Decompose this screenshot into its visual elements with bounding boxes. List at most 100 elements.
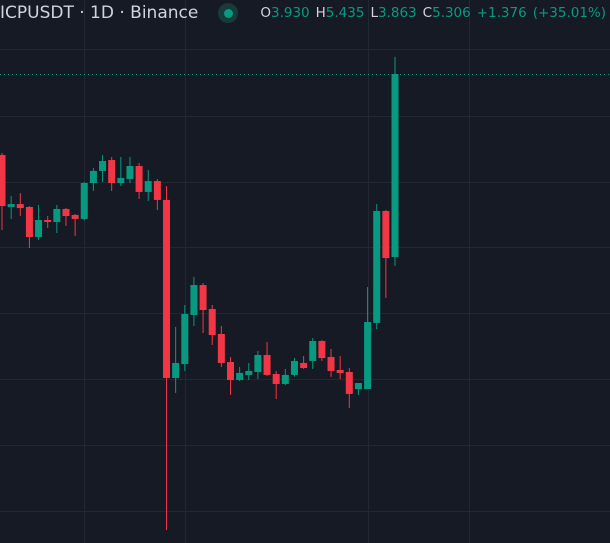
candle[interactable]: [190, 276, 198, 326]
candle-body: [163, 199, 171, 378]
candle[interactable]: [117, 156, 125, 186]
candle-body: [117, 177, 125, 184]
candle[interactable]: [236, 366, 244, 382]
candle-body: [16, 204, 24, 209]
candle[interactable]: [62, 208, 70, 226]
candle[interactable]: [290, 358, 298, 377]
candle-body: [300, 362, 308, 369]
candle[interactable]: [364, 287, 372, 390]
candle-body: [199, 285, 207, 311]
candle[interactable]: [327, 349, 335, 377]
change-value: +1.376: [476, 5, 527, 21]
candle[interactable]: [354, 383, 362, 396]
candle[interactable]: [272, 370, 280, 399]
candle-body: [226, 362, 234, 380]
candle[interactable]: [245, 362, 253, 380]
candle[interactable]: [300, 356, 308, 369]
candle-body: [108, 160, 116, 184]
candle-body: [318, 341, 326, 359]
candle[interactable]: [71, 214, 79, 236]
candle-body: [373, 210, 381, 323]
candle[interactable]: [25, 206, 33, 248]
candle[interactable]: [172, 326, 180, 394]
candle[interactable]: [345, 368, 353, 409]
candle[interactable]: [108, 156, 116, 192]
candle[interactable]: [263, 341, 271, 376]
candle-body: [89, 170, 97, 184]
candle-body: [391, 74, 399, 257]
candle-body: [208, 308, 216, 336]
candle[interactable]: [226, 356, 234, 396]
candle-body: [254, 354, 262, 373]
candle[interactable]: [382, 210, 390, 298]
candle-body: [382, 210, 390, 259]
candle-body: [263, 354, 271, 375]
candle[interactable]: [16, 193, 24, 217]
candle-body: [7, 204, 15, 207]
candle-body: [99, 160, 107, 171]
candle[interactable]: [99, 154, 107, 182]
candle-body: [309, 341, 317, 361]
candle-body: [35, 220, 43, 238]
candle-body: [236, 372, 244, 380]
candle[interactable]: [44, 216, 52, 228]
candle[interactable]: [391, 56, 399, 266]
symbol-title[interactable]: ICPUSDT · 1D · Binance: [0, 3, 199, 23]
candle-body: [181, 314, 189, 365]
candle-body: [290, 360, 298, 375]
candle[interactable]: [89, 168, 97, 192]
candle[interactable]: [181, 304, 189, 371]
candle[interactable]: [35, 204, 43, 240]
change-percent: (+35.01%): [532, 5, 607, 21]
candle-body: [327, 356, 335, 371]
candle[interactable]: [318, 339, 326, 361]
candle-body: [281, 374, 289, 384]
candle[interactable]: [309, 337, 317, 369]
candle[interactable]: [199, 283, 207, 334]
candle[interactable]: [80, 181, 88, 221]
candle[interactable]: [53, 204, 61, 234]
candle[interactable]: [254, 350, 262, 380]
candle-body: [272, 374, 280, 384]
candle[interactable]: [135, 162, 143, 199]
candle-body: [172, 362, 180, 378]
candle-body: [126, 166, 134, 180]
candle-body: [144, 181, 152, 192]
candle[interactable]: [281, 368, 289, 386]
candle-body: [25, 206, 33, 238]
candles: [0, 56, 399, 530]
candle-body: [190, 285, 198, 315]
candle-body: [0, 154, 6, 207]
candle-body: [336, 370, 344, 373]
candle[interactable]: [208, 304, 216, 346]
candle[interactable]: [126, 156, 134, 184]
symbol-legend: ICPUSDT · 1D · Binance O3.930 H5.435 L3.…: [0, 2, 610, 24]
candle-body: [217, 333, 225, 363]
low-value: L3.863: [370, 5, 417, 21]
candle[interactable]: [144, 170, 152, 201]
candle-body: [53, 208, 61, 223]
close-value: C5.306: [422, 5, 471, 21]
candle[interactable]: [373, 204, 381, 330]
candle-body: [364, 322, 372, 390]
candle[interactable]: [153, 179, 161, 211]
open-value: O3.930: [260, 5, 310, 21]
candle-body: [153, 181, 161, 200]
candle-body: [44, 220, 52, 223]
candle-body: [62, 208, 70, 217]
candle-body: [354, 383, 362, 390]
candle[interactable]: [163, 185, 171, 530]
market-status-icon[interactable]: [218, 3, 239, 23]
candle-body: [245, 370, 253, 375]
candle[interactable]: [0, 152, 6, 230]
candle[interactable]: [7, 195, 15, 219]
candle-body: [345, 372, 353, 394]
candle-body: [80, 183, 88, 219]
candle[interactable]: [217, 325, 225, 367]
candle-body: [71, 214, 79, 219]
candle[interactable]: [336, 356, 344, 380]
high-value: H5.435: [315, 5, 365, 21]
